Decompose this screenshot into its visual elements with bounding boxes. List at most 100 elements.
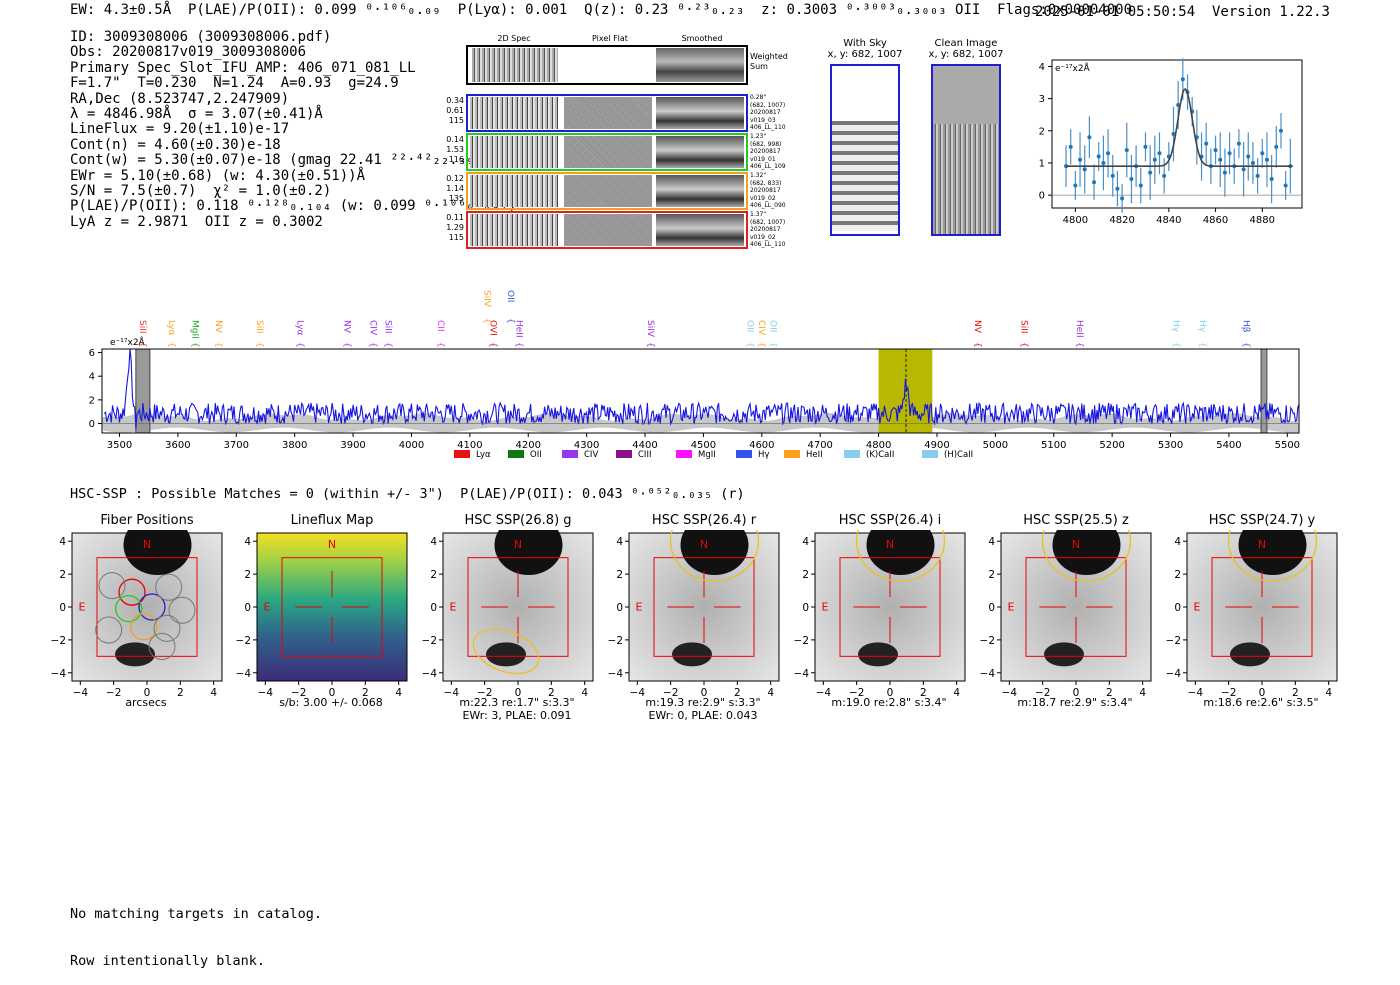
zoom-data-point: [1110, 173, 1115, 178]
zoom-ylabel: e⁻¹⁷x2Å: [1055, 62, 1091, 74]
cutout-image: N E −4 −4 −2 −2 0 0 2 2 4 4: [1166, 530, 1338, 699]
thumb-row-frame: [466, 172, 748, 210]
spectral-line-label: OII: [768, 320, 778, 332]
galaxy-source: [858, 642, 898, 667]
info-line: LineFlux = 9.20(±1.10)e-17: [70, 121, 290, 138]
zoom-data-point: [1283, 183, 1288, 188]
cutout-ytick-label: 2: [244, 569, 251, 581]
spectrum-xtick-label: 4900: [924, 440, 949, 451]
cutout-xtick-label: 0: [515, 687, 522, 699]
thumb-smoothed-image: [656, 97, 744, 129]
fiber-circle: [118, 578, 146, 606]
bright-source: [1052, 530, 1121, 575]
cutout-xtick-label: 2: [177, 687, 184, 699]
footer-line-2: Row intentionally blank.: [70, 952, 266, 969]
cutout-ytick-label: 4: [59, 536, 66, 548]
info-line: F=1.7" T=0.230 N=1.24 A=0.93 g=24.9: [70, 75, 399, 92]
match-ellipse: [1227, 530, 1318, 582]
spectral-line-label: NV: [341, 320, 351, 334]
cutout-xtick-label: −2: [1035, 687, 1050, 699]
info-line: P(LAE)/P(OII): 0.118 ⁰·¹²⁸₀.₁₀₄ (w: 0.09…: [70, 198, 517, 215]
cutout-ytick-label: 0: [988, 602, 995, 614]
zoom-data-point: [1157, 151, 1162, 156]
cutout-xtick-label: 4: [953, 687, 960, 699]
zoom-ytick-label: 1: [1039, 158, 1045, 169]
zoom-data-point: [1096, 154, 1101, 159]
spectral-line-label: Lyα: [166, 320, 176, 336]
spectral-line-brace: {: [756, 342, 766, 348]
spectral-line-brace: {: [972, 342, 982, 348]
cutout-caption: m:19.3 re:2.9" s:3.3" EWr: 0, PLAE: 0.043: [618, 696, 788, 722]
cutout-ytick-label: 0: [802, 602, 809, 614]
clean-image-title: Clean Image x, y: 682, 1007: [920, 38, 1012, 60]
zoom-data-point: [1204, 141, 1209, 146]
cutout-xtick-label: −4: [444, 687, 460, 699]
cutout-xtick-label: 0: [329, 687, 336, 699]
thumb-info: 406_LL_109: [750, 163, 786, 171]
header-summary: EW: 4.3±0.5Å P(LAE)/P(OII): 0.099 ⁰·¹⁰⁶₀…: [70, 2, 1133, 18]
legend-label: Lyα: [476, 450, 491, 460]
cutout-xtick-label: −2: [291, 687, 306, 699]
zoom-data-point: [1227, 151, 1232, 156]
cutout-xtick-label: 4: [767, 687, 774, 699]
spectral-line-brace: {: [768, 342, 778, 348]
spectral-line-label: Hβ: [1241, 320, 1251, 333]
spectral-line-brace: {: [1019, 342, 1029, 348]
fiber-circle: [148, 632, 176, 660]
thumb-smoothed-image: [656, 136, 744, 168]
cutout-ytick-label: −2: [236, 635, 251, 647]
aperture-box: [1211, 557, 1313, 657]
zoom-data-point: [1106, 151, 1111, 156]
zoom-ytick-label: 0: [1039, 191, 1045, 202]
legend-label: (H)CaII: [944, 450, 973, 460]
sky-image-panel: With Sky x, y: 682, 1007 Clean Image x, …: [820, 38, 1020, 238]
cutout-xtick-label: −4: [73, 687, 89, 699]
cutout-ytick-label: 4: [988, 536, 995, 548]
thumb-2dspec-image: [470, 136, 558, 168]
legend-swatch: [454, 450, 470, 458]
thumb-info: (682, 1007): [750, 218, 786, 226]
thumb-pixelflat-image: [564, 175, 652, 207]
cutout-caption: m:18.6 re:2.6" s:3.5": [1176, 696, 1346, 709]
zoom-data-point: [1152, 157, 1157, 162]
cutout-caption: m:18.7 re:2.9" s:3.4": [990, 696, 1160, 709]
cutout-xtick-label: 2: [1292, 687, 1299, 699]
cutout-xtick-label: −4: [816, 687, 832, 699]
spectral-line-label: CIV: [756, 320, 766, 336]
zoom-data-point: [1162, 173, 1167, 178]
zoom-data-point: [1246, 154, 1251, 159]
fiber-circle: [98, 572, 126, 600]
zoom-data-point: [1218, 157, 1223, 162]
zoom-ytick-label: 2: [1039, 126, 1045, 137]
north-label: N: [1072, 538, 1080, 551]
spectrum-masked-region: [1260, 348, 1268, 434]
spectral-line-label: SiII: [1019, 320, 1029, 334]
cutout-xtick-label: 0: [144, 687, 151, 699]
spectral-line-brace: {: [190, 342, 200, 348]
spectral-line-label: HeII: [1074, 320, 1084, 338]
cutout-xtick-label: −4: [1188, 687, 1204, 699]
bright-source: [680, 530, 749, 575]
zoom-data-point: [1143, 144, 1148, 149]
zoom-data-point: [1124, 148, 1129, 153]
north-label: N: [700, 538, 708, 551]
zoom-data-point: [1264, 157, 1269, 162]
legend-swatch: [562, 450, 578, 458]
cutout-ytick-label: 0: [616, 602, 623, 614]
zoom-data-point: [1129, 177, 1134, 182]
north-label: N: [1258, 538, 1266, 551]
zoom-data-point: [1101, 160, 1106, 165]
full-spectrum-plot: 3500 3600 3700 3800 3900 4000 4100 4200 4300 4400…: [89, 290, 1300, 460]
spectrum-xtick-label: 3600: [165, 440, 190, 451]
cutout-image: N E −4 −4 −2 −2 0 0 2 2 4 4: [608, 530, 780, 699]
zoom-data-point: [1241, 167, 1246, 172]
with-sky-image: [830, 64, 900, 236]
spectral-line-label: OII: [744, 320, 754, 332]
spectrum-xtick-label: 4800: [866, 440, 891, 451]
zoom-xtick-label: 4860: [1203, 215, 1228, 226]
thumb-info: 1.23": [750, 133, 767, 140]
info-line: Primary Spec_Slot_IFU_AMP: 406_071_081_L…: [70, 59, 416, 76]
cutout-caption-line: arcsecs: [125, 696, 167, 709]
cutout-ytick-label: 0: [1174, 602, 1181, 614]
cutout-caption-line: m:18.6 re:2.6" s:3.5": [1203, 696, 1319, 709]
